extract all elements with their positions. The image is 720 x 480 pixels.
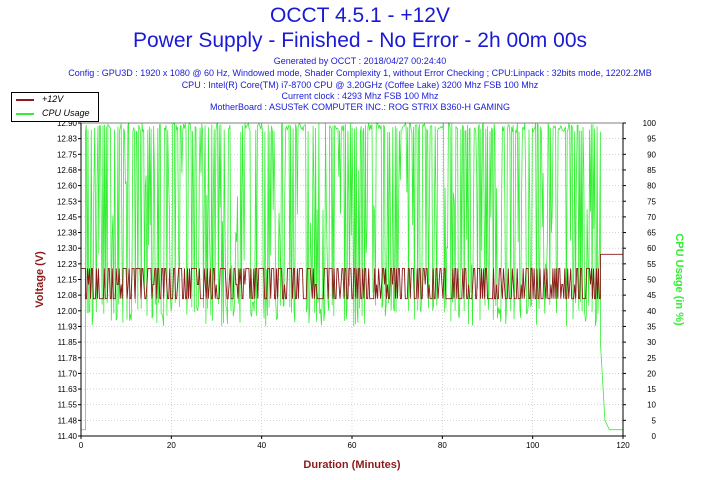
voltage-line (81, 253, 623, 300)
motherboard-info: MotherBoard : ASUSTeK COMPUTER INC.: ROG… (209, 102, 511, 112)
config-info: Config : GPU3D : 1920 x 1080 @ 60 Hz, Wi… (68, 68, 652, 78)
y2-tick-label: 50 (647, 276, 656, 285)
y2-tick-label: 35 (647, 322, 656, 331)
y2-tick-label: 10 (647, 401, 656, 410)
y2-tick-label: 20 (647, 369, 656, 378)
y-tick-label: 11.78 (58, 354, 78, 363)
x-axis-title: Duration (Minutes) (303, 459, 400, 471)
y2-tick-label: 70 (647, 213, 656, 222)
cpu-info: CPU : Intel(R) Core(TM) i7-8700 CPU @ 3.… (181, 80, 539, 90)
y-tick-label: 11.70 (58, 369, 78, 378)
x-tick-label: 40 (257, 441, 266, 450)
y-tick-label: 12.68 (57, 166, 78, 175)
x-tick-label: 100 (526, 441, 540, 450)
y-tick-label: 12.83 (57, 135, 78, 144)
y2-tick-label: 95 (647, 135, 656, 144)
y-tick-label: 12.45 (57, 213, 78, 222)
chart-title: OCCT 4.5.1 - +12V (270, 4, 450, 27)
y-tick-label: 12.15 (57, 276, 78, 285)
y2-tick-label: 100 (643, 119, 657, 128)
x-tick-label: 120 (616, 441, 630, 450)
y2-tick-label: 45 (647, 291, 656, 300)
legend-label-cpu: CPU Usage (42, 108, 90, 118)
y2-axis-title: CPU Usage (in %) (673, 233, 685, 326)
x-tick-label: 0 (79, 441, 84, 450)
y2-tick-label: 55 (647, 260, 656, 269)
generated-info: Generated by OCCT : 2018/04/27 00:24:40 (273, 56, 447, 66)
y-tick-label: 11.85 (58, 338, 78, 347)
y-tick-label: 11.93 (58, 322, 78, 331)
x-tick-label: 60 (348, 441, 357, 450)
y2-tick-label: 80 (647, 182, 656, 191)
y2-tick-label: 90 (647, 150, 656, 159)
chart-subtitle: Power Supply - Finished - No Error - 2h … (132, 29, 587, 52)
y2-tick-label: 85 (647, 166, 656, 175)
y2-tick-label: 5 (652, 416, 657, 425)
y-tick-label: 12.30 (57, 244, 78, 253)
y2-tick-label: 0 (652, 432, 657, 441)
y2-tick-label: 40 (647, 307, 656, 316)
y2-tick-label: 25 (647, 354, 656, 363)
y-tick-label: 12.90 (57, 119, 78, 128)
legend-label-voltage: +12V (42, 94, 64, 104)
y-tick-label: 12.38 (57, 229, 78, 238)
x-tick-label: 20 (167, 441, 176, 450)
y-tick-label: 11.63 (58, 385, 78, 394)
legend-swatch-cpu (16, 113, 34, 115)
y2-tick-label: 15 (647, 385, 656, 394)
clock-info: Current clock : 4293 Mhz FSB 100 Mhz (281, 91, 439, 101)
legend-item-cpu: CPU Usage (12, 107, 98, 121)
y-tick-label: 11.40 (58, 432, 78, 441)
y-tick-label: 12.08 (57, 291, 78, 300)
y-tick-label: 12.60 (57, 182, 78, 191)
y-tick-label: 11.55 (58, 401, 78, 410)
chart-legend: +12V CPU Usage (11, 92, 99, 122)
y2-tick-label: 65 (647, 229, 656, 238)
y2-tick-label: 60 (647, 244, 656, 253)
y-tick-label: 12.23 (57, 260, 78, 269)
y-axis-title: Voltage (V) (34, 251, 46, 308)
legend-swatch-voltage (16, 99, 34, 101)
y-tick-label: 12.75 (57, 150, 78, 159)
x-tick-label: 80 (438, 441, 447, 450)
legend-item-voltage: +12V (12, 93, 98, 107)
y-tick-label: 12.53 (57, 197, 78, 206)
y-tick-label: 12.00 (57, 307, 78, 316)
y-tick-label: 11.48 (58, 416, 78, 425)
y2-tick-label: 30 (647, 338, 656, 347)
y2-tick-label: 75 (647, 197, 656, 206)
